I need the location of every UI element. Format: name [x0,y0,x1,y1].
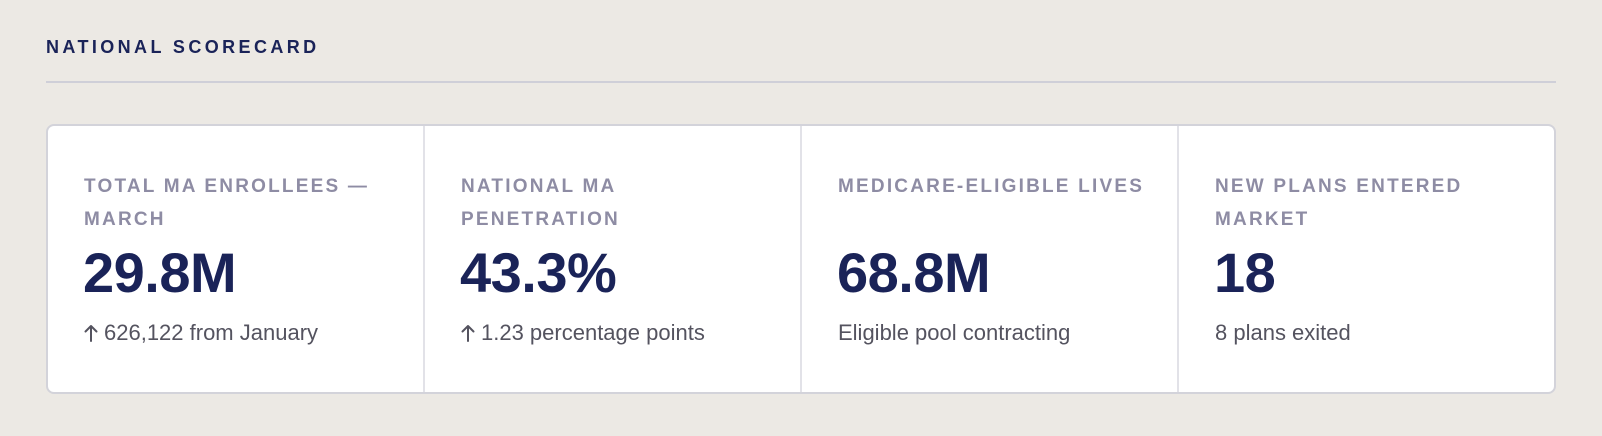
kpi-value: 68.8M [837,241,991,304]
kpi-delta: 8 plans exited [1215,318,1351,348]
kpi-label: MEDICARE-ELIGIBLE LIVES [838,176,1145,197]
kpi-delta: Eligible pool contracting [838,318,1070,348]
section-divider [46,81,1556,83]
kpi-label: NATIONAL MA PENETRATION [461,176,620,230]
kpi-value: 29.8M [83,241,237,304]
kpi-card-total-ma-enrollees: TOTAL MA ENROLLEES — MARCH 29.8M 626,122… [48,126,425,392]
kpi-delta: 626,122 from January [84,318,318,348]
kpi-label: TOTAL MA ENROLLEES — MARCH [84,176,370,230]
kpi-card-national-ma-penetration: NATIONAL MA PENETRATION 43.3% 1.23 perce… [425,126,802,392]
kpi-delta-text: Eligible pool contracting [838,320,1071,345]
kpi-value: 18 [1214,241,1276,304]
section-title: NATIONAL SCORECARD [46,37,320,57]
kpi-delta-text: 8 plans exited [1215,320,1351,345]
kpi-delta-text: 1.23 percentage points [481,320,705,345]
arrow-up-icon [84,318,98,348]
arrow-up-icon [461,318,475,348]
kpi-card-medicare-eligible-lives: MEDICARE-ELIGIBLE LIVES 68.8M Eligible p… [802,126,1179,392]
kpi-label: NEW PLANS ENTERED MARKET [1215,176,1463,230]
kpi-card-new-plans-entered: NEW PLANS ENTERED MARKET 18 8 plans exit… [1179,126,1554,392]
kpi-delta: 1.23 percentage points [461,318,705,348]
kpi-value: 43.3% [460,241,617,304]
scorecard-panel: TOTAL MA ENROLLEES — MARCH 29.8M 626,122… [46,124,1556,394]
kpi-delta-text: 626,122 from January [104,320,319,345]
